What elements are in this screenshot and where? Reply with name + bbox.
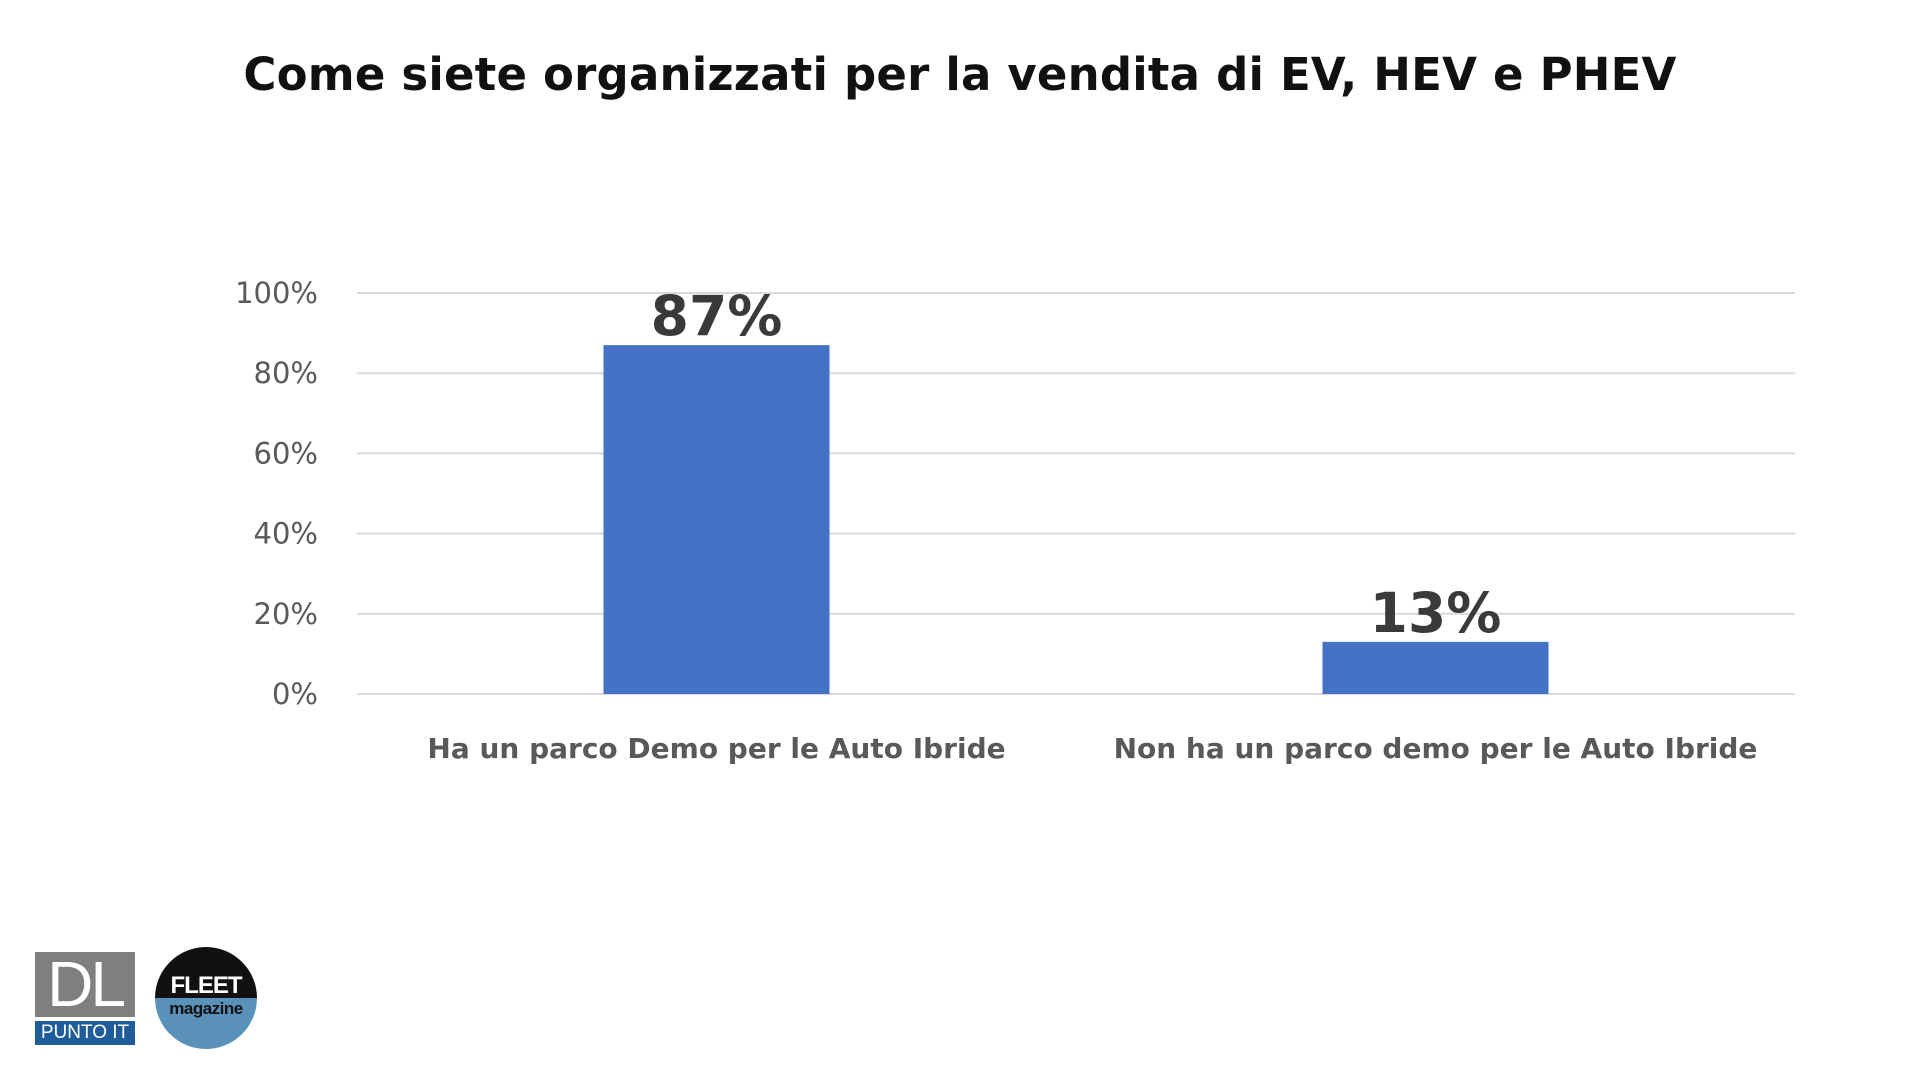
y-tick-label: 100% bbox=[235, 276, 318, 310]
y-tick-label: 80% bbox=[254, 356, 318, 390]
y-tick-label: 60% bbox=[254, 436, 318, 470]
dl-logo-text: PUNTO IT bbox=[35, 1021, 135, 1045]
data-labels: 87% 13% bbox=[651, 284, 1502, 645]
y-axis-ticks: 0% 20% 40% 60% 80% 100% bbox=[235, 276, 318, 711]
x-axis-categories: Ha un parco Demo per le Auto Ibride Non h… bbox=[427, 732, 1757, 765]
dl-punto-it-logo: DL PUNTO IT bbox=[35, 952, 135, 1045]
gridlines bbox=[357, 292, 1795, 695]
fleet-logo-sub: magazine bbox=[169, 999, 243, 1018]
x-category-label: Ha un parco Demo per le Auto Ibride bbox=[427, 732, 1005, 765]
data-label: 87% bbox=[651, 284, 783, 348]
bar bbox=[603, 345, 830, 694]
page-title: Come siete organizzati per la vendita di… bbox=[243, 48, 1677, 101]
y-tick-label: 20% bbox=[254, 597, 318, 631]
bar bbox=[1322, 641, 1549, 694]
y-tick-label: 40% bbox=[254, 517, 318, 551]
dl-logo-mark: DL bbox=[35, 952, 135, 1017]
bars bbox=[603, 345, 1549, 694]
y-tick-label: 0% bbox=[272, 677, 318, 711]
fleet-magazine-logo: FLEET magazine bbox=[155, 947, 257, 1049]
fleet-logo-word: FLEET bbox=[170, 972, 243, 999]
data-label: 13% bbox=[1370, 581, 1502, 645]
x-category-label: Non ha un parco demo per le Auto Ibride bbox=[1114, 732, 1758, 765]
